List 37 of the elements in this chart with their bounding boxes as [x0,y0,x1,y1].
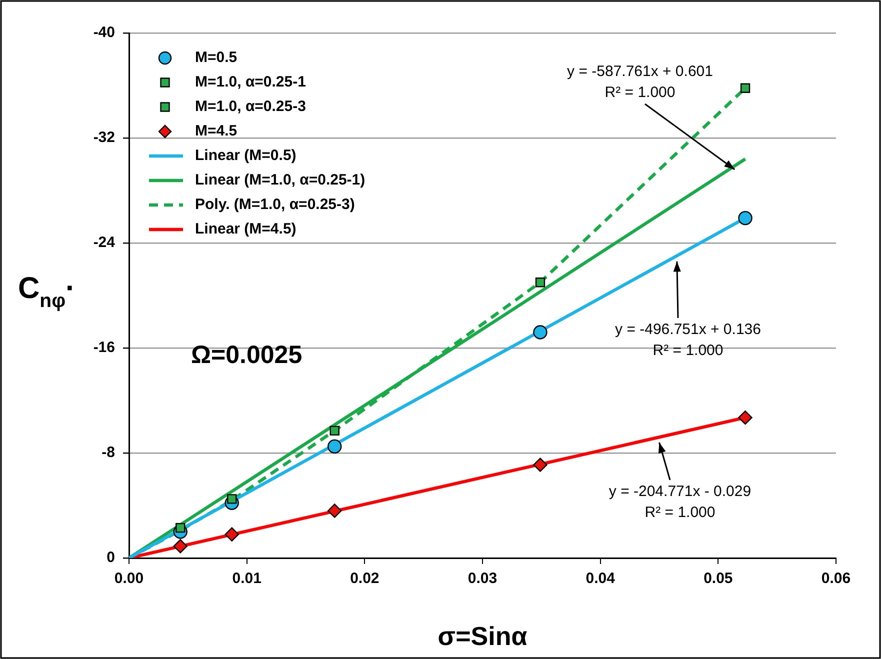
annotation: y = -496.751x + 0.136 R² = 1.000 [615,321,761,360]
point [224,527,239,542]
point [533,325,548,340]
x-tick-label: 0.01 [232,570,262,588]
x-tick-label: 0.06 [821,570,851,588]
point [533,458,548,472]
x-tick-label: 0.04 [586,570,616,588]
x-tick-label: 0.03 [468,570,498,588]
y-tick-label: -24 [93,234,116,252]
annotation: y = -587.761x + 0.601 R² = 1.000 [567,63,713,102]
point [173,539,188,554]
y-tick-label: -32 [93,129,115,146]
legend-label: M=1.0, α=0.25-1 [195,74,306,91]
point [535,278,546,288]
point [738,210,752,226]
legend-label: M=1.0, α=0.25-3 [195,98,306,116]
y-tick-label: -16 [93,339,115,356]
point [738,410,752,425]
annotation: Ω=0.0025 [191,341,302,369]
point [328,439,342,454]
legend-label: M=4.5 [195,122,238,140]
legend-label: Poly. (M=1.0, α=0.25-3) [195,196,355,214]
x-tick-label: 0.00 [114,570,144,588]
legend-label: Linear (M=1.0, α=0.25-1) [195,172,366,189]
point [330,426,340,436]
legend-label: M=0.5 [195,49,238,66]
y-tick-label: -40 [93,24,115,42]
point [740,83,750,93]
x-tick-label: 0.02 [350,570,380,588]
legend-label: Linear (M=0.5) [195,147,296,164]
point [328,504,342,518]
x-axis-title: σ=Sinα [438,621,528,651]
legend-label: Linear (M=4.5) [195,220,296,238]
y-tick-label: -8 [102,444,115,462]
x-tick-label: 0.05 [704,570,733,588]
annotation: y = -204.771x - 0.029 R² = 1.000 [608,483,752,522]
y-tick-label: 0 [106,549,115,566]
